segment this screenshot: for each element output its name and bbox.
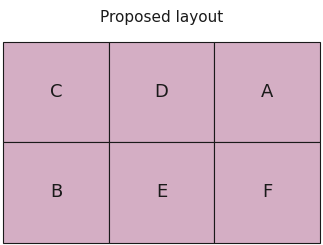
- Bar: [109, 42, 214, 142]
- Text: F: F: [262, 183, 272, 201]
- Text: E: E: [156, 183, 167, 201]
- Text: B: B: [50, 183, 62, 201]
- Bar: [109, 142, 214, 243]
- Bar: [3, 42, 109, 142]
- Text: D: D: [155, 83, 168, 101]
- Text: Proposed layout: Proposed layout: [100, 10, 223, 25]
- Bar: [3, 142, 109, 243]
- Bar: [214, 42, 320, 142]
- Bar: [214, 142, 320, 243]
- Text: A: A: [261, 83, 273, 101]
- Text: C: C: [50, 83, 62, 101]
